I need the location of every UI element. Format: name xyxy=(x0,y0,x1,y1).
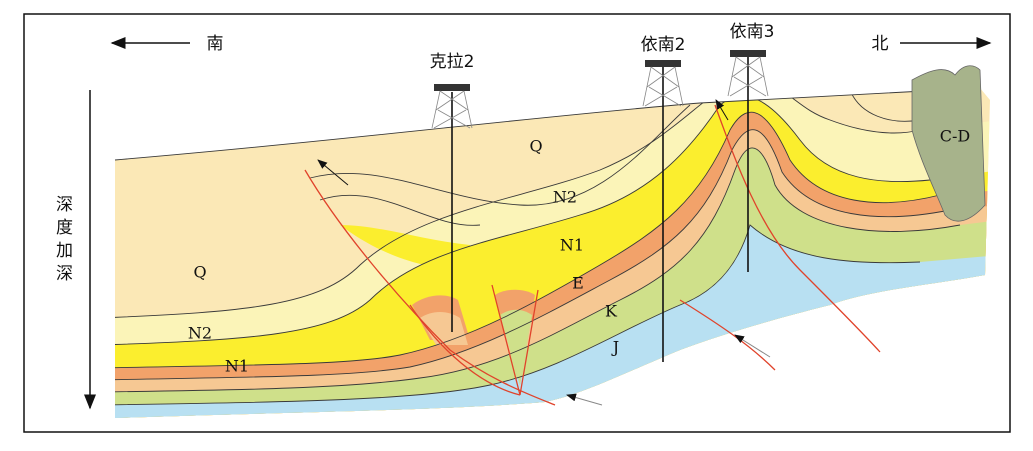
direction-label: 北 xyxy=(872,34,889,54)
boundary-line xyxy=(115,95,931,346)
small-fold-tan xyxy=(420,312,468,345)
layer-label: Q xyxy=(529,137,542,156)
derrick-cap xyxy=(645,60,681,67)
layer-label: N1 xyxy=(225,357,249,376)
boundary-line xyxy=(115,147,961,393)
boundary-line xyxy=(309,89,921,226)
fault-line xyxy=(679,299,776,371)
wedge-k xyxy=(500,309,532,385)
layer-label: N1 xyxy=(560,236,584,255)
boundary-line xyxy=(115,111,941,369)
basement-c-d xyxy=(911,65,986,222)
boundary-line xyxy=(115,224,921,406)
boundary-line xyxy=(115,129,951,381)
surface-line xyxy=(114,87,981,161)
arrow xyxy=(734,334,771,358)
layer-label: N2 xyxy=(553,188,577,207)
fault-line xyxy=(491,284,539,396)
depth-label: 深度加深 xyxy=(52,195,73,287)
layer-label: E xyxy=(572,274,584,293)
derrick-cap xyxy=(434,84,470,91)
layer-label: J xyxy=(611,338,619,357)
well-label: 依南2 xyxy=(641,35,686,55)
layer-label: K xyxy=(605,302,618,321)
derrick xyxy=(727,56,769,97)
derrick-cap xyxy=(730,50,766,57)
frame xyxy=(23,13,1011,433)
layer-label: Q xyxy=(193,263,206,282)
well-label: 依南3 xyxy=(730,22,775,42)
fault-line xyxy=(409,304,521,396)
layer-label: C-D xyxy=(940,127,970,146)
arrow xyxy=(715,99,729,121)
derrick xyxy=(642,66,684,107)
derrick xyxy=(431,90,473,129)
well-label: 克拉2 xyxy=(430,52,475,72)
fault-line xyxy=(714,104,881,353)
fault-block-n1 xyxy=(340,225,470,272)
direction-label: 南 xyxy=(207,34,224,54)
wells xyxy=(431,50,769,362)
layer-label: N2 xyxy=(188,324,212,343)
arrow xyxy=(317,159,349,186)
arrow xyxy=(566,393,603,406)
